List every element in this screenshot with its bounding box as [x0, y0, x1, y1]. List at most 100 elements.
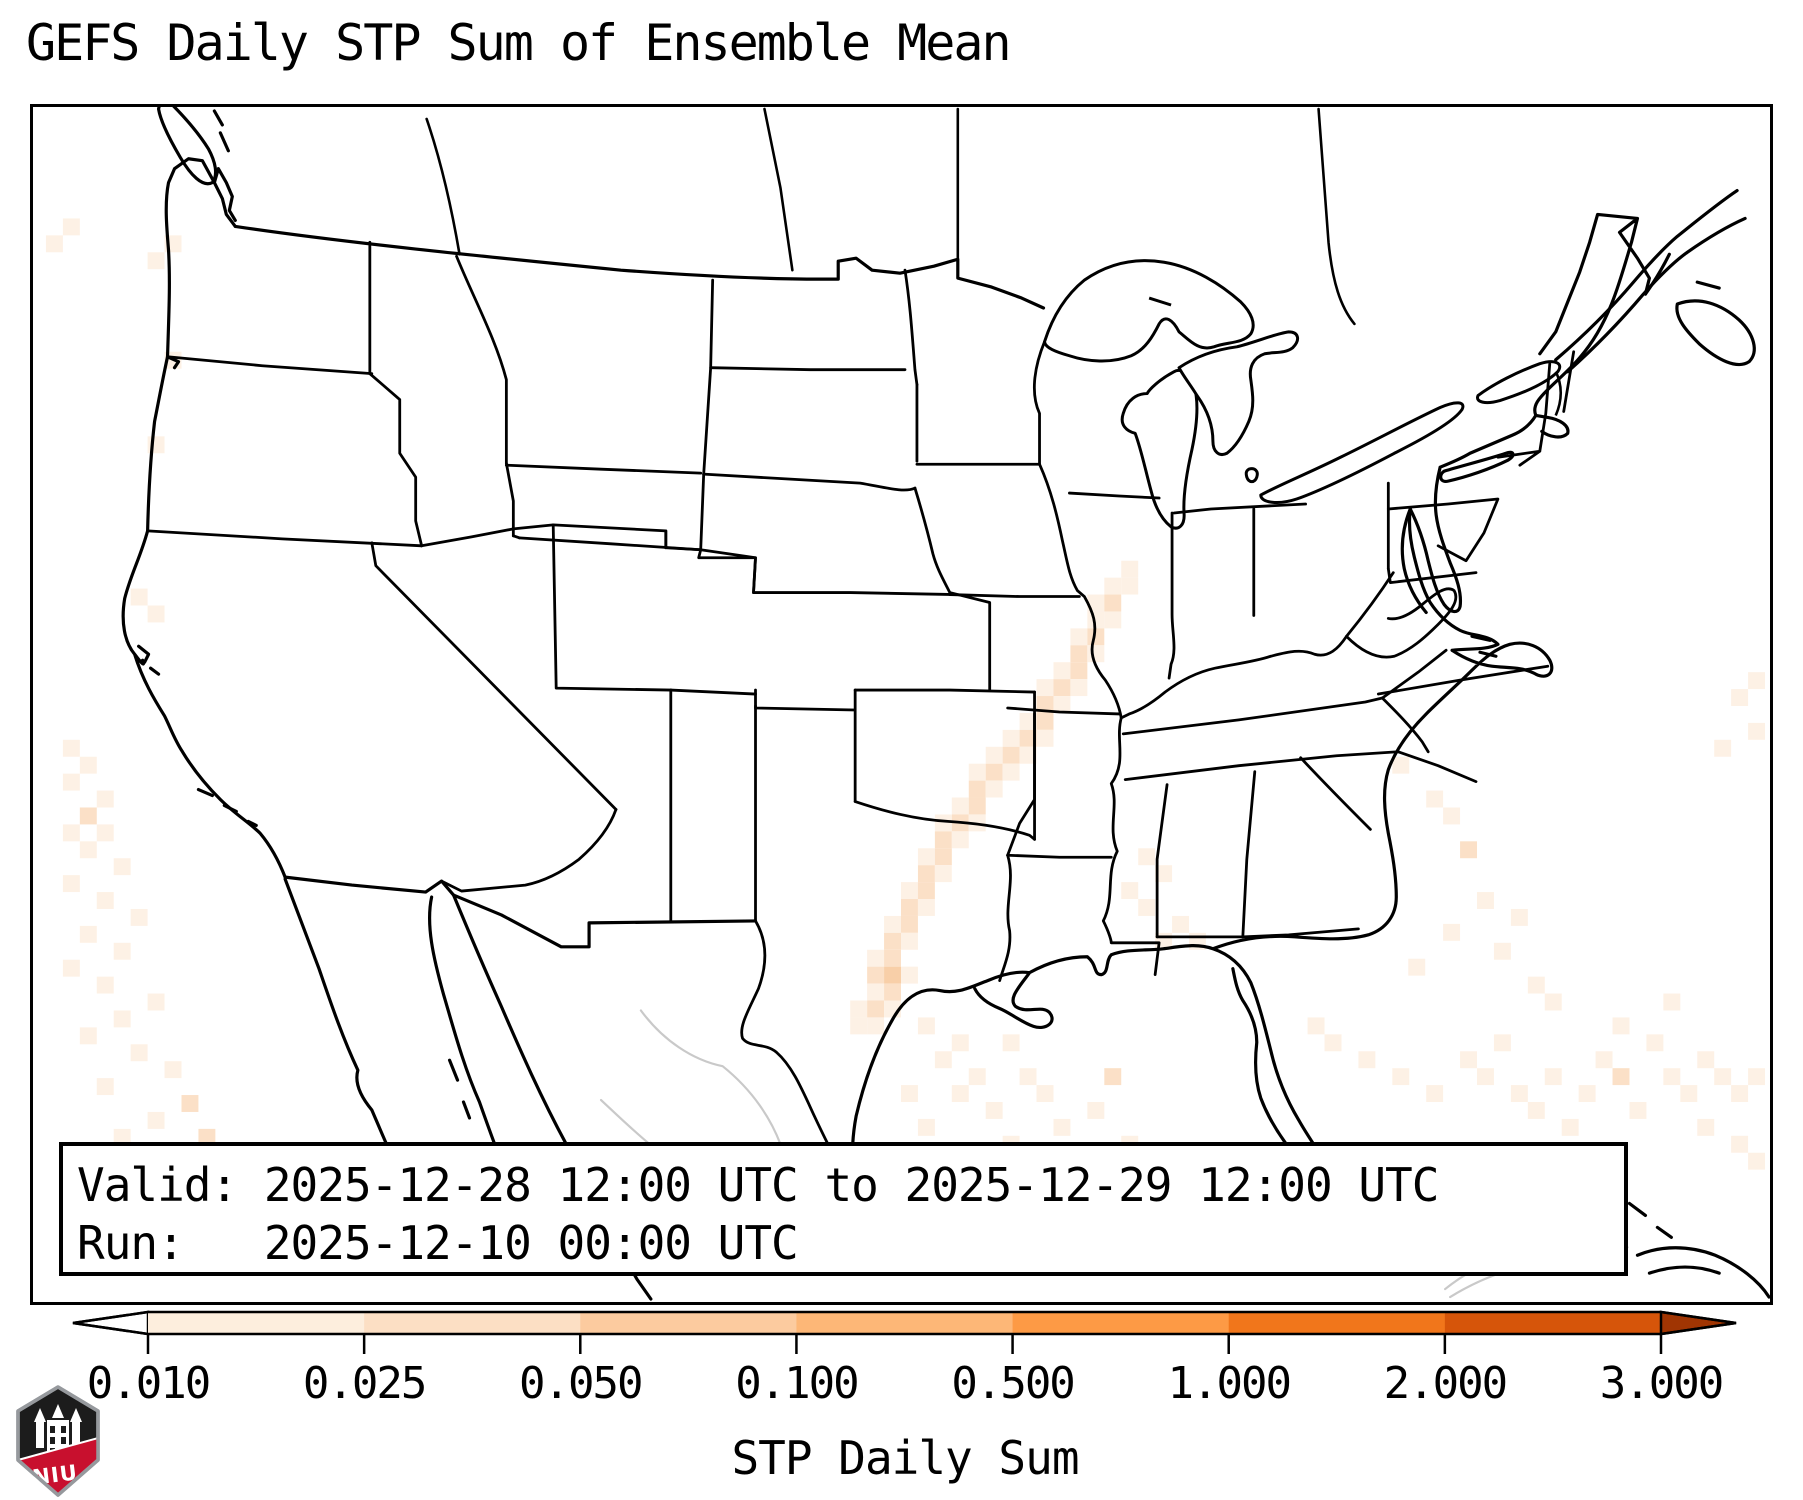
stp-patch — [1612, 1068, 1630, 1086]
stp-patch — [884, 915, 902, 933]
stp-patch — [1731, 689, 1749, 706]
stp-patch — [1036, 712, 1054, 730]
stp-patch — [1510, 908, 1528, 926]
ia-mo — [948, 593, 1081, 598]
stp-patch — [62, 218, 80, 236]
stp-colorbar: 0.010 0.025 0.050 0.100 0.500 1.000 2.000 3.000… — [72, 1310, 1737, 1485]
page-title: GEFS Daily STP Sum of Ensemble Mean — [26, 14, 1012, 72]
colorbar-tick-label: 0.050 — [519, 1358, 641, 1409]
id-nv-ut — [420, 523, 555, 548]
ne-co-kan — [697, 548, 957, 596]
stp-patch — [1392, 756, 1410, 774]
lake-champlain — [1554, 373, 1563, 416]
ar-west — [1006, 712, 1036, 857]
niu-shield-outline — [16, 1385, 100, 1497]
stp-patch — [79, 756, 97, 774]
stp-patch — [917, 899, 935, 916]
ms-al — [1155, 783, 1169, 939]
pacific-coast — [121, 157, 287, 879]
great-lakes — [1043, 259, 1563, 530]
stp-patch — [1121, 560, 1139, 578]
stp-patch — [1646, 1034, 1664, 1052]
stp-patch — [901, 966, 918, 984]
stp-patch — [1002, 729, 1020, 747]
long-island — [1439, 450, 1515, 484]
stp-patch — [79, 807, 97, 825]
stp-patch — [1053, 662, 1071, 680]
stp-patch — [1408, 958, 1426, 976]
colorbar-tick-label: 1.000 — [1167, 1358, 1289, 1409]
ok-tx-panhandle — [754, 688, 857, 803]
stp-patch — [1460, 1051, 1478, 1069]
niu-logo: NIU — [15, 1385, 100, 1497]
ks-ok — [853, 688, 1036, 694]
stp-patch — [884, 949, 902, 967]
stp-patch — [1002, 746, 1020, 764]
stp-patch — [1595, 1051, 1613, 1069]
stp-patch — [867, 1000, 885, 1018]
il-in — [1167, 511, 1176, 680]
stp-patch — [1104, 594, 1122, 612]
stp-patch — [1510, 1085, 1528, 1103]
stp-patch — [79, 1027, 97, 1045]
ut-box — [551, 523, 673, 692]
stp-patch — [45, 235, 63, 253]
stp-patch — [867, 966, 885, 984]
colorbar-axis-label: STP Daily Sum — [731, 1431, 1078, 1485]
us-canada-border — [233, 224, 1046, 310]
wi-il — [1068, 491, 1161, 500]
stp-patch — [1019, 729, 1037, 747]
lake-ontario — [1476, 360, 1562, 405]
map-panel — [30, 104, 1773, 1305]
cuba-coast-black — [1647, 1265, 1721, 1275]
stp-patch — [1358, 1051, 1376, 1069]
ny-vt-ma — [1496, 362, 1552, 467]
stp-patch — [1629, 1102, 1647, 1119]
stp-patch — [1663, 1068, 1681, 1086]
stp-patch — [1527, 1102, 1545, 1119]
stp-patch — [1036, 679, 1054, 697]
colorbar-segments — [148, 1312, 1662, 1334]
wa-or — [166, 355, 374, 376]
run-time-text: Run: 2025-12-10 00:00 UTC — [77, 1216, 799, 1270]
stp-patch — [951, 1034, 969, 1052]
stp-shading-patches — [45, 218, 1766, 1248]
international-features — [156, 107, 1770, 1301]
gulf-california-islands — [447, 1058, 472, 1120]
stp-patch — [130, 588, 148, 606]
stp-patch — [934, 848, 952, 866]
stp-patch — [113, 858, 131, 876]
stp-patch — [1612, 1017, 1630, 1035]
stp-patch — [1121, 882, 1139, 900]
st-lawrence-south-bank — [1566, 216, 1747, 374]
gulf-atlantic-coast — [850, 212, 1652, 1200]
gulf-islands — [212, 109, 230, 153]
stp-patch — [917, 882, 935, 900]
stp-patch — [1748, 1068, 1766, 1086]
stp-patch — [1138, 848, 1156, 866]
stp-patch — [1680, 1085, 1698, 1103]
la-tx-sabine — [998, 853, 1012, 983]
stp-patch — [1748, 672, 1766, 690]
lake-michigan — [1120, 368, 1199, 530]
colorbar-segment — [364, 1312, 582, 1334]
stp-patch — [147, 993, 165, 1011]
stp-patch — [901, 882, 918, 900]
province-border — [1317, 107, 1356, 326]
stp-patch — [147, 1111, 165, 1129]
mississippi-river-lower — [1101, 716, 1161, 977]
stp-patch — [850, 1017, 868, 1035]
colorbar-segment — [1228, 1312, 1446, 1334]
colorbar-ticks — [146, 1334, 1663, 1354]
colorbar-tick-label: 0.010 — [87, 1358, 209, 1409]
stp-patch — [1527, 976, 1545, 994]
cape-cod — [1534, 413, 1570, 439]
stp-patch — [1392, 1068, 1410, 1086]
co-nm — [669, 688, 757, 696]
stp-patch — [147, 252, 165, 270]
stp-patch — [113, 1010, 131, 1028]
wy-east — [699, 472, 706, 552]
stp-patch — [1087, 628, 1105, 646]
isle-royale — [1148, 296, 1172, 307]
stp-patch — [917, 848, 935, 866]
